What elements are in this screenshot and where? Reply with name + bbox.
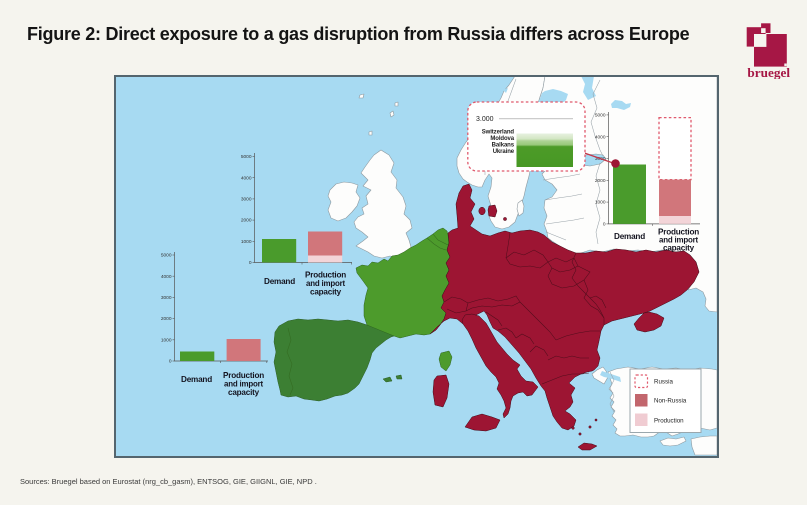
svg-text:1000: 1000 <box>595 200 606 206</box>
svg-text:Production: Production <box>223 371 264 380</box>
svg-text:1000: 1000 <box>161 337 172 343</box>
svg-text:0: 0 <box>249 260 252 266</box>
svg-text:Demand: Demand <box>264 277 295 286</box>
svg-text:4000: 4000 <box>595 134 606 140</box>
svg-text:5000: 5000 <box>241 154 252 160</box>
svg-text:3000: 3000 <box>161 295 172 301</box>
svg-text:and import: and import <box>659 236 698 245</box>
svg-text:3000: 3000 <box>241 197 252 203</box>
svg-text:4000: 4000 <box>161 274 172 280</box>
svg-text:1000: 1000 <box>241 239 252 245</box>
svg-text:bruegel: bruegel <box>747 66 790 79</box>
svg-text:Production: Production <box>654 418 684 425</box>
svg-text:5000: 5000 <box>161 253 172 259</box>
svg-text:5000: 5000 <box>595 113 606 119</box>
svg-text:Balkans: Balkans <box>492 143 515 149</box>
svg-text:Production: Production <box>305 271 346 280</box>
svg-text:2000: 2000 <box>161 316 172 322</box>
svg-text:capacity: capacity <box>228 388 260 397</box>
svg-text:Demand: Demand <box>614 232 645 241</box>
svg-text:4000: 4000 <box>241 175 252 181</box>
svg-text:Ukraine: Ukraine <box>493 149 515 155</box>
svg-text:capacity: capacity <box>310 288 342 297</box>
svg-text:3.000: 3.000 <box>476 116 494 123</box>
svg-text:Production: Production <box>658 228 699 237</box>
svg-text:Moldova: Moldova <box>490 136 514 142</box>
svg-text:0: 0 <box>169 359 172 365</box>
svg-text:0: 0 <box>603 222 606 228</box>
svg-text:Non-Russia: Non-Russia <box>654 398 687 405</box>
svg-text:2000: 2000 <box>595 178 606 184</box>
svg-text:and import: and import <box>224 380 263 389</box>
svg-text:Russia: Russia <box>654 379 673 386</box>
svg-text:Demand: Demand <box>181 375 212 384</box>
svg-text:Switzerland: Switzerland <box>482 130 515 136</box>
svg-text:and import: and import <box>306 279 345 288</box>
svg-text:2000: 2000 <box>241 218 252 224</box>
svg-text:capacity: capacity <box>663 244 695 253</box>
